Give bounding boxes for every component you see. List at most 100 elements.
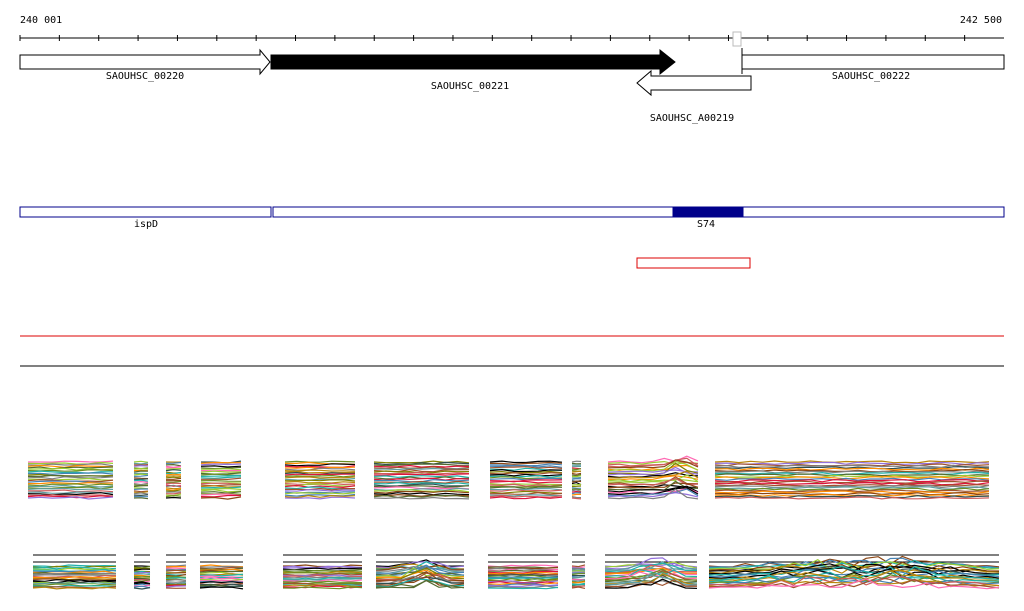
coverage-line — [487, 570, 559, 574]
coverage-line — [714, 470, 990, 474]
coverage-line — [571, 480, 582, 483]
coverage-line — [571, 581, 586, 584]
coverage-line — [282, 579, 363, 583]
coverage-line — [133, 492, 149, 495]
gene-arrow[interactable] — [19, 48, 271, 76]
gene-arrow[interactable] — [270, 48, 676, 76]
coverage-block — [487, 564, 559, 590]
coverage-line — [200, 461, 241, 464]
coverage-line — [165, 476, 182, 479]
coverage-line — [27, 466, 114, 470]
coverage-line — [489, 474, 563, 478]
coverage-line — [284, 479, 356, 482]
gene-arrow[interactable] — [636, 69, 752, 97]
coverage-line — [165, 480, 182, 484]
coverage-line — [714, 496, 990, 500]
coverage-line — [133, 576, 151, 579]
coverage-line — [200, 486, 242, 489]
coverage-block — [375, 559, 465, 589]
coverage-line — [571, 570, 586, 573]
coverage-line — [571, 572, 586, 575]
gene-label: SAOUHSC_00222 — [832, 71, 910, 82]
coverage-line — [133, 480, 149, 483]
coverage-line — [284, 484, 356, 489]
coverage-block — [32, 564, 117, 590]
coverage-line — [489, 483, 563, 486]
coverage-line — [133, 478, 149, 481]
coverage-line — [284, 473, 355, 476]
coverage-line — [607, 455, 699, 464]
coverage-line — [165, 468, 182, 470]
coverage-block — [714, 460, 990, 500]
coverage-block — [571, 564, 586, 589]
coverage-line — [604, 569, 698, 577]
coverage-line — [165, 585, 187, 588]
coverage-line — [165, 484, 182, 487]
coverage-line — [32, 586, 117, 590]
coverage-line — [489, 479, 563, 483]
coverage-line — [165, 489, 182, 492]
coverage-line — [165, 496, 182, 499]
coverage-line — [32, 572, 117, 576]
coverage-line — [133, 581, 151, 585]
coverage-line — [133, 467, 149, 470]
gene-arrow[interactable] — [741, 54, 1005, 70]
coverage-line — [571, 485, 582, 488]
coverage-line — [488, 569, 559, 573]
coverage-line — [133, 485, 149, 488]
coverage-line — [165, 466, 182, 469]
coverage-line — [373, 475, 470, 479]
coverage-line — [571, 483, 582, 486]
coverage-line — [607, 462, 699, 476]
coverage-line — [714, 480, 990, 484]
coverage-line — [282, 580, 363, 584]
gene-label: SAOUHSC_00220 — [106, 71, 184, 82]
gene-saouhsc-00222[interactable]: SAOUHSC_00222 — [741, 48, 1005, 82]
coverage-line — [199, 566, 244, 569]
coverage-line — [571, 460, 582, 463]
coverage-line — [282, 573, 363, 576]
gene-saouhsc-a00219[interactable]: SAOUHSC_A00219 — [636, 69, 752, 124]
coverage-line — [373, 483, 470, 487]
highlight-region[interactable] — [636, 257, 751, 269]
gene-saouhsc-00220[interactable]: SAOUHSC_00220 — [19, 48, 271, 82]
coverage-line — [133, 474, 149, 477]
coverage-line — [708, 558, 1000, 571]
gene-label: SAOUHSC_A00219 — [650, 113, 734, 124]
gene-saouhsc-00221[interactable]: SAOUHSC_00221 — [270, 48, 676, 92]
coverage-line — [571, 575, 586, 579]
coverage-line — [133, 473, 149, 476]
coverage-line — [282, 572, 363, 575]
coverage-line — [284, 460, 356, 463]
feature-span[interactable] — [272, 206, 1005, 218]
coverage-line — [165, 469, 182, 472]
coverage-line — [284, 492, 356, 495]
coverage-line — [607, 488, 699, 500]
coverage-line — [571, 586, 586, 589]
coverage-line — [282, 574, 363, 578]
coverage-line — [607, 459, 699, 469]
coverage-line — [714, 473, 990, 477]
feature-ispd[interactable] — [19, 206, 272, 218]
coverage-line — [27, 483, 114, 487]
coverage-line — [607, 488, 699, 497]
coverage-line — [604, 562, 698, 570]
coverage-line — [133, 587, 151, 590]
coverage-line — [165, 473, 182, 476]
coverage-line — [199, 586, 244, 590]
coverage-line — [200, 493, 242, 497]
coverage-line — [199, 573, 244, 577]
coverage-line — [32, 574, 117, 577]
coverage-line — [165, 576, 187, 580]
coverage-line — [200, 485, 242, 488]
coverage-line — [571, 493, 581, 496]
coverage-line — [133, 497, 149, 500]
ruler-gap — [732, 31, 742, 47]
coverage-line — [165, 495, 182, 498]
coverage-line — [200, 494, 241, 498]
coverage-line — [284, 489, 356, 492]
coverage-block — [708, 555, 1000, 590]
coverage-line — [604, 579, 697, 589]
coverage-line — [133, 571, 151, 574]
feature-s74[interactable] — [672, 206, 744, 218]
